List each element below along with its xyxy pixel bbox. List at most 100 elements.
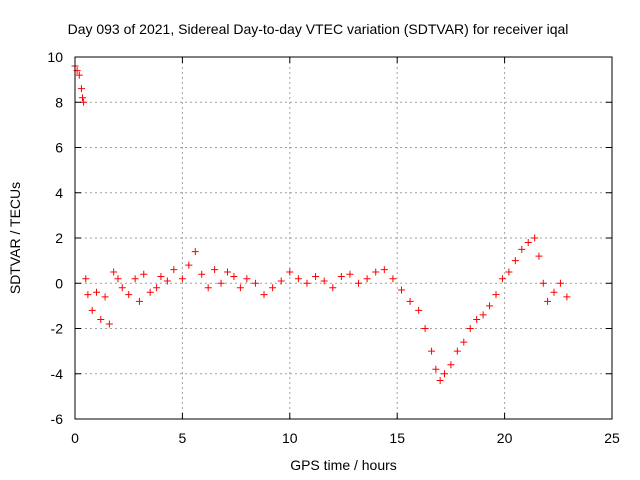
data-point [88, 306, 96, 314]
y-tick-label: 4 [55, 185, 63, 201]
data-point [406, 297, 414, 305]
data-point [453, 347, 461, 355]
data-point [428, 347, 436, 355]
data-point [286, 268, 294, 276]
data-point [498, 275, 506, 283]
data-point [389, 275, 397, 283]
data-point [84, 291, 92, 299]
grid-lines [75, 57, 612, 419]
data-point [236, 284, 244, 292]
data-point [363, 275, 371, 283]
data-point [198, 270, 206, 278]
x-tick-label: 0 [71, 430, 79, 446]
data-point [294, 275, 302, 283]
data-point [101, 293, 109, 301]
data-point [415, 306, 423, 314]
data-point [260, 291, 268, 299]
data-point [329, 284, 337, 292]
data-point [211, 266, 219, 274]
data-point [114, 275, 122, 283]
data-point [118, 284, 126, 292]
y-axis-title: SDTVAR / TECUs [7, 182, 23, 294]
data-point [372, 268, 380, 276]
data-point [563, 293, 571, 301]
x-tick-label: 25 [604, 430, 620, 446]
x-axis-title: GPS time / hours [290, 457, 397, 473]
data-point [125, 291, 133, 299]
data-point [440, 370, 448, 378]
data-point [397, 286, 405, 294]
data-point [77, 85, 85, 93]
y-tick-label: 6 [55, 140, 63, 156]
data-point [479, 311, 487, 319]
data-point [82, 275, 90, 283]
data-point [380, 266, 388, 274]
data-point [524, 239, 532, 247]
data-point [460, 338, 468, 346]
data-point [153, 284, 161, 292]
data-point [251, 279, 259, 287]
data-point [191, 248, 199, 256]
data-point [535, 252, 543, 260]
data-point [531, 234, 539, 242]
data-point [230, 272, 238, 280]
data-point [185, 261, 193, 269]
data-point [466, 325, 474, 332]
data-point [355, 279, 363, 287]
data-point [146, 288, 154, 296]
data-point [178, 275, 186, 283]
x-tick-labels: 0 5 10 15 20 25 [71, 430, 620, 446]
y-tick-label: -2 [51, 321, 64, 337]
x-tick-label: 15 [389, 430, 405, 446]
data-point [320, 277, 328, 285]
data-point [110, 268, 118, 276]
data-point [75, 71, 83, 79]
data-point [303, 279, 311, 287]
data-point [157, 272, 165, 280]
data-point [337, 272, 345, 280]
y-tick-label: -6 [51, 411, 64, 427]
data-point [105, 320, 113, 328]
data-point [80, 98, 88, 106]
data-point [544, 297, 552, 305]
axis-ticks [74, 56, 613, 420]
data-point [421, 325, 429, 332]
data-point [163, 277, 171, 285]
data-point [97, 315, 105, 323]
data-point [539, 279, 547, 287]
data-point [550, 288, 558, 296]
data-point [432, 365, 440, 373]
data-point [140, 270, 148, 278]
data-point [243, 275, 251, 283]
data-points [71, 62, 571, 385]
chart-title: Day 093 of 2021, Sidereal Day-to-day VTE… [68, 21, 569, 37]
y-tick-labels: -6 -4 -2 0 2 4 6 8 10 [47, 49, 63, 427]
y-tick-label: -4 [51, 366, 64, 382]
data-point [312, 272, 320, 280]
data-point [217, 279, 225, 287]
data-point [204, 284, 212, 292]
data-point [486, 302, 494, 310]
data-point [518, 245, 526, 253]
data-point [170, 266, 178, 274]
data-point [505, 268, 513, 276]
data-point [556, 279, 564, 287]
y-tick-label: 8 [55, 94, 63, 110]
data-point [269, 284, 277, 292]
data-point [131, 275, 139, 283]
x-tick-label: 5 [179, 430, 187, 446]
data-point [511, 257, 519, 265]
x-tick-label: 10 [282, 430, 298, 446]
y-tick-label: 2 [55, 230, 63, 246]
data-point [224, 268, 232, 276]
y-tick-label: 10 [47, 49, 63, 65]
data-point [492, 291, 500, 299]
x-tick-label: 20 [497, 430, 513, 446]
data-point [277, 277, 285, 285]
data-point [473, 315, 481, 323]
data-point [92, 288, 100, 296]
data-point [135, 297, 143, 305]
data-point [436, 377, 444, 385]
data-point [79, 94, 87, 102]
